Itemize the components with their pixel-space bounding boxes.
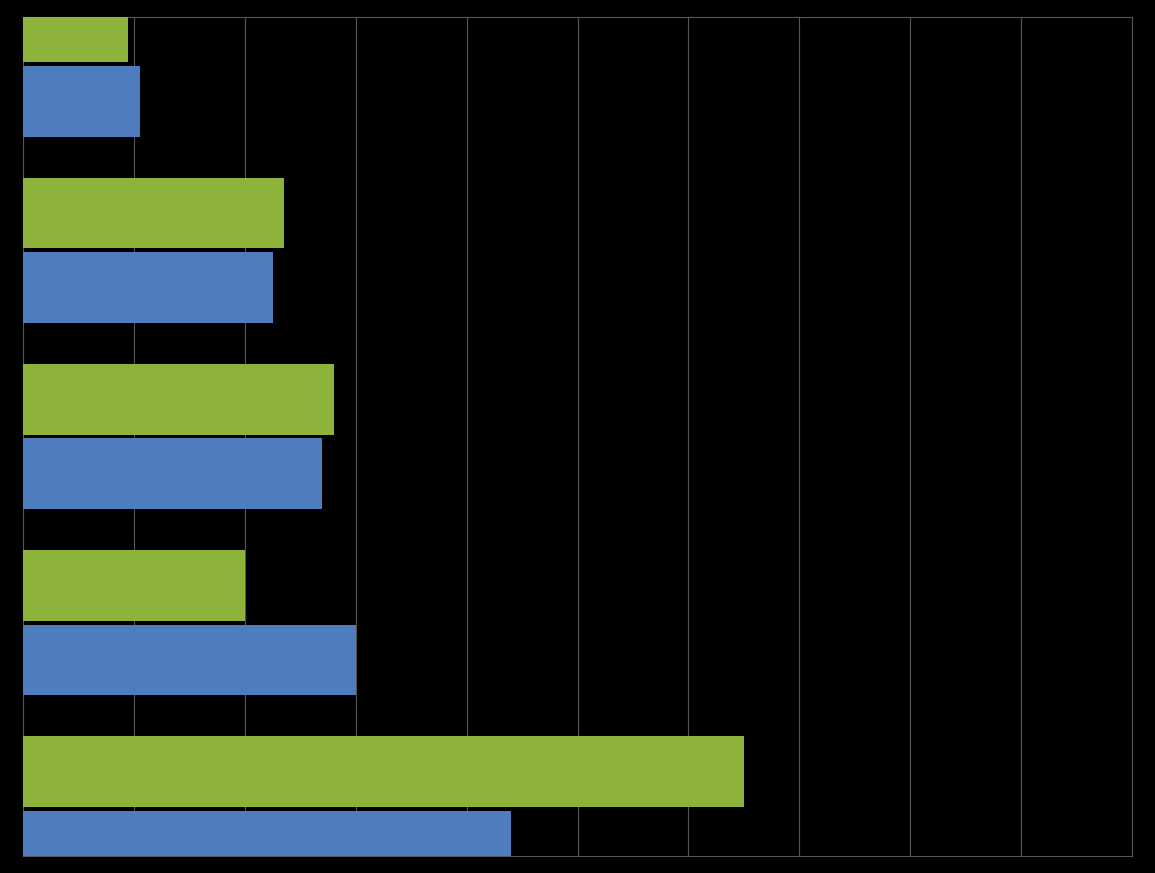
Bar bbox=[23, 624, 356, 696]
Bar bbox=[23, 736, 744, 808]
Bar bbox=[23, 177, 284, 249]
Bar bbox=[23, 0, 128, 62]
Bar bbox=[23, 438, 322, 509]
Bar bbox=[23, 252, 273, 323]
Bar bbox=[23, 550, 245, 621]
Bar bbox=[23, 65, 140, 137]
Bar bbox=[23, 364, 334, 435]
Bar bbox=[23, 811, 511, 873]
